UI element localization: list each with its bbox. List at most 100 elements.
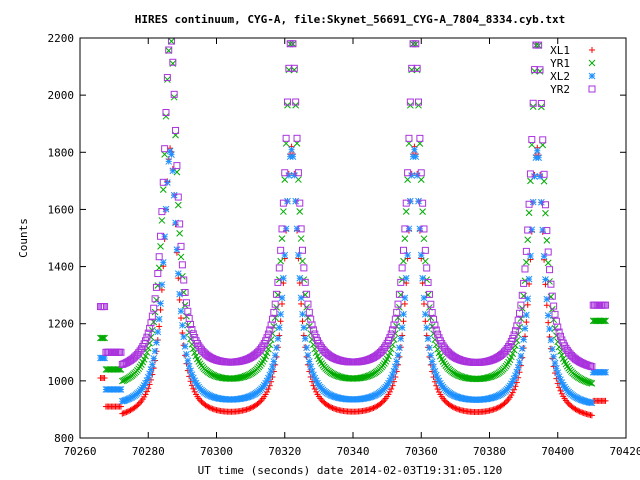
data-point-xl2 xyxy=(528,226,536,234)
data-point-yr2 xyxy=(602,301,610,309)
data-point-xl1 xyxy=(326,403,333,410)
data-point-xl1 xyxy=(126,407,133,414)
chart-title: HIRES continuum, CYG-A, file:Skynet_5669… xyxy=(135,13,565,26)
data-point-yr1 xyxy=(419,208,426,215)
data-point-xl1 xyxy=(117,403,124,410)
data-point-xl1 xyxy=(134,402,141,409)
data-point-xl2 xyxy=(529,198,537,206)
data-point-yr2 xyxy=(424,278,432,286)
data-point-yr1 xyxy=(297,235,305,242)
data-point-xl1 xyxy=(576,408,583,415)
data-point-yr2 xyxy=(282,134,290,142)
data-point-yr2 xyxy=(423,264,431,272)
data-point-yr2 xyxy=(397,278,405,286)
data-point-yr1 xyxy=(177,253,185,261)
data-point-xl1 xyxy=(328,404,335,411)
data-point-yr2 xyxy=(150,304,158,312)
data-point-xl2 xyxy=(293,225,301,233)
data-point-xl2 xyxy=(303,344,310,352)
data-point-yr2 xyxy=(154,270,162,278)
data-point-xl1 xyxy=(299,318,306,325)
data-point-xl2 xyxy=(518,345,526,352)
data-point-yr2 xyxy=(551,310,559,318)
data-point-yr2 xyxy=(518,291,526,299)
data-point-xl1 xyxy=(248,404,255,411)
data-point-xl2 xyxy=(164,179,171,186)
data-point-xl1 xyxy=(157,306,164,313)
axes: 70260 70280 70300 70320 70340 70360 70380 70400… xyxy=(48,32,640,458)
data-point-yr2 xyxy=(393,308,401,316)
data-point-yr2 xyxy=(151,295,159,303)
data-point-yr2 xyxy=(277,246,285,254)
data-point-yr2 xyxy=(266,326,274,334)
data-point-yr1 xyxy=(161,150,168,158)
data-point-yr2 xyxy=(522,247,530,255)
data-point-yr2 xyxy=(300,264,308,272)
data-point-yr1 xyxy=(299,257,306,265)
data-point-xl1 xyxy=(422,318,429,325)
data-point-yr2 xyxy=(431,321,439,329)
data-point-yr2 xyxy=(524,226,532,234)
data-point-xl2 xyxy=(289,153,297,160)
data-point-yr2 xyxy=(158,208,166,216)
data-point-xl2 xyxy=(267,367,275,375)
data-point-xl2 xyxy=(514,364,522,371)
data-point-yr2 xyxy=(169,58,177,66)
data-point-yr2 xyxy=(278,225,286,233)
data-point-xl2 xyxy=(430,363,437,371)
data-point-yr2 xyxy=(554,323,562,331)
data-point-yr2 xyxy=(394,300,402,308)
data-point-xl2 xyxy=(168,151,175,158)
data-point-xl2 xyxy=(179,321,186,329)
data-point-xl2 xyxy=(513,368,521,376)
data-point-yr1 xyxy=(357,374,365,382)
data-point-xl1 xyxy=(400,318,407,325)
legend-marker-yr2 xyxy=(588,85,596,93)
data-point-xl1 xyxy=(502,399,509,406)
data-point-xl2 xyxy=(184,357,192,365)
data-point-xl2 xyxy=(288,146,295,154)
data-point-xl2 xyxy=(544,312,552,319)
data-point-yr2 xyxy=(413,64,421,72)
data-point-xl2 xyxy=(147,366,155,373)
data-point-xl1 xyxy=(388,386,395,393)
data-point-xl1 xyxy=(265,386,272,393)
series-xl2 xyxy=(97,146,609,407)
data-point-xl1 xyxy=(313,388,320,395)
data-point-yr2 xyxy=(170,90,178,98)
data-point-yr2 xyxy=(546,266,554,274)
data-point-xl2 xyxy=(155,315,163,323)
data-point-yr2 xyxy=(509,334,517,342)
data-point-xl1 xyxy=(279,300,286,307)
data-point-yr2 xyxy=(311,330,319,338)
data-point-xl1 xyxy=(435,389,442,396)
data-point-yr2 xyxy=(308,321,316,329)
legend-label-yr1: YR1 xyxy=(550,57,570,70)
data-point-yr2 xyxy=(539,136,547,144)
data-point-yr2 xyxy=(273,290,281,298)
data-point-xl2 xyxy=(415,197,422,205)
x-tick-label: 70260 xyxy=(63,445,96,458)
data-point-yr2 xyxy=(416,134,424,142)
data-point-xl2 xyxy=(602,368,609,376)
data-point-yr2 xyxy=(189,330,197,338)
data-point-xl1 xyxy=(176,296,183,303)
data-point-xl2 xyxy=(426,344,433,352)
data-point-yr2 xyxy=(181,288,189,296)
data-point-yr2 xyxy=(406,98,414,106)
x-tick-label: 70320 xyxy=(268,445,301,458)
data-point-yr2 xyxy=(400,246,408,254)
data-point-yr2 xyxy=(528,136,536,144)
data-point-xl1 xyxy=(205,403,212,410)
data-point-xl2 xyxy=(416,225,424,233)
data-point-yr1 xyxy=(277,257,285,265)
data-point-xl1 xyxy=(588,412,595,419)
data-point-yr2 xyxy=(547,280,555,288)
data-point-xl1 xyxy=(262,391,269,398)
data-point-xl1 xyxy=(247,405,254,412)
data-point-xl2 xyxy=(531,173,538,180)
data-point-xl1 xyxy=(491,406,498,413)
data-point-yr1 xyxy=(159,186,167,193)
data-point-xl2 xyxy=(527,252,534,260)
